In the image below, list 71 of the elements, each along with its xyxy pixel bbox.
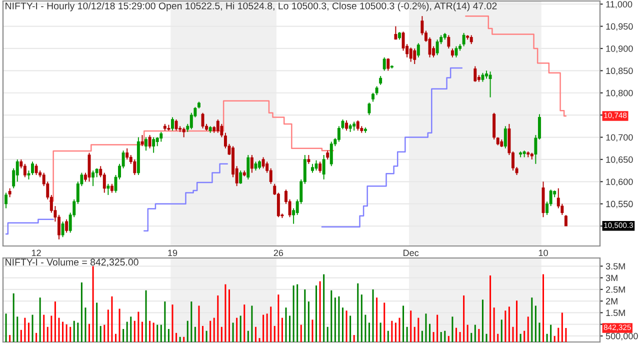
candlestick bbox=[31, 161, 34, 176]
candlestick bbox=[269, 168, 272, 184]
y-tick-label: 2M bbox=[606, 298, 618, 304]
candlestick bbox=[4, 192, 8, 209]
candlestick bbox=[65, 218, 68, 234]
y-tick-label: 10,600 bbox=[606, 178, 633, 186]
y-tick-label: 10,650 bbox=[606, 156, 633, 164]
candlestick bbox=[386, 58, 390, 72]
x-tick-label: 10 bbox=[538, 250, 548, 256]
y-tick-label: 500,000 bbox=[606, 332, 638, 340]
candlestick bbox=[246, 154, 250, 180]
candlestick bbox=[102, 172, 106, 194]
candlestick bbox=[61, 221, 64, 238]
y-tick-label: 10,700 bbox=[606, 134, 633, 142]
y-tick-label: 11,000 bbox=[606, 1, 632, 9]
candlestick bbox=[330, 141, 333, 167]
y-tick-label: 10,850 bbox=[606, 68, 633, 76]
y-tick-label: 3M bbox=[606, 274, 618, 282]
x-tick-label: Dec bbox=[404, 250, 419, 256]
candlestick bbox=[171, 116, 174, 132]
candlestick bbox=[126, 148, 129, 160]
x-tick-label: 19 bbox=[168, 250, 178, 256]
candlestick bbox=[174, 119, 178, 132]
y-tick-label: 3.5M bbox=[606, 263, 625, 270]
candlestick bbox=[106, 183, 110, 196]
x-tick-label: 26 bbox=[274, 250, 284, 256]
chart-title: NIFTY-I - Hourly 10/12/18 15:29:00 Open 10522.5, Hi 10524.8, Lo 10500.3, Close 10500.3 (-0.2%), ATR(14) 47.02 bbox=[6, 2, 497, 12]
candlestick bbox=[394, 26, 398, 40]
chart-title: NIFTY-I - Volume = 842,325.00 bbox=[6, 258, 138, 267]
candlestick bbox=[182, 127, 186, 138]
candlestick bbox=[382, 56, 386, 72]
candlestick bbox=[492, 112, 496, 140]
candlestick bbox=[216, 119, 220, 134]
candlestick bbox=[416, 42, 420, 58]
y-tick-label: 10,550 bbox=[606, 200, 633, 208]
candlestick bbox=[140, 134, 144, 147]
y-tick-label: 10,900 bbox=[606, 45, 633, 53]
y-tick-label: 10,800 bbox=[606, 90, 633, 98]
candlestick bbox=[92, 170, 95, 187]
candlestick bbox=[409, 47, 412, 62]
candlestick bbox=[322, 154, 326, 180]
candlestick bbox=[34, 163, 38, 176]
candlestick bbox=[564, 214, 568, 226]
candlestick bbox=[474, 66, 477, 82]
candlestick bbox=[250, 154, 254, 174]
candlestick bbox=[144, 136, 148, 152]
candlestick bbox=[23, 163, 26, 178]
y-tick-label: 10,950 bbox=[606, 23, 633, 31]
candlestick bbox=[58, 214, 60, 240]
candlestick bbox=[152, 136, 156, 154]
candlestick bbox=[413, 48, 416, 65]
candlestick bbox=[356, 120, 360, 132]
candlestick bbox=[447, 34, 450, 49]
candlestick bbox=[239, 170, 242, 184]
candlestick bbox=[220, 123, 224, 138]
candlestick bbox=[16, 158, 19, 182]
candlestick bbox=[318, 161, 322, 174]
candlestick bbox=[148, 134, 152, 149]
candlestick bbox=[368, 102, 371, 116]
candlestick bbox=[504, 126, 507, 149]
x-tick-label: 12 bbox=[32, 250, 41, 256]
candlestick bbox=[133, 158, 136, 176]
y-tick-label: 2.5M bbox=[606, 286, 625, 293]
candlestick bbox=[262, 156, 265, 169]
y-tick-label: 1.5M bbox=[606, 310, 625, 316]
candlestick bbox=[462, 32, 466, 47]
candlestick bbox=[337, 126, 340, 142]
candlestick bbox=[436, 39, 439, 56]
candlestick bbox=[160, 131, 163, 142]
candlestick bbox=[488, 71, 492, 98]
candlestick bbox=[345, 120, 348, 132]
